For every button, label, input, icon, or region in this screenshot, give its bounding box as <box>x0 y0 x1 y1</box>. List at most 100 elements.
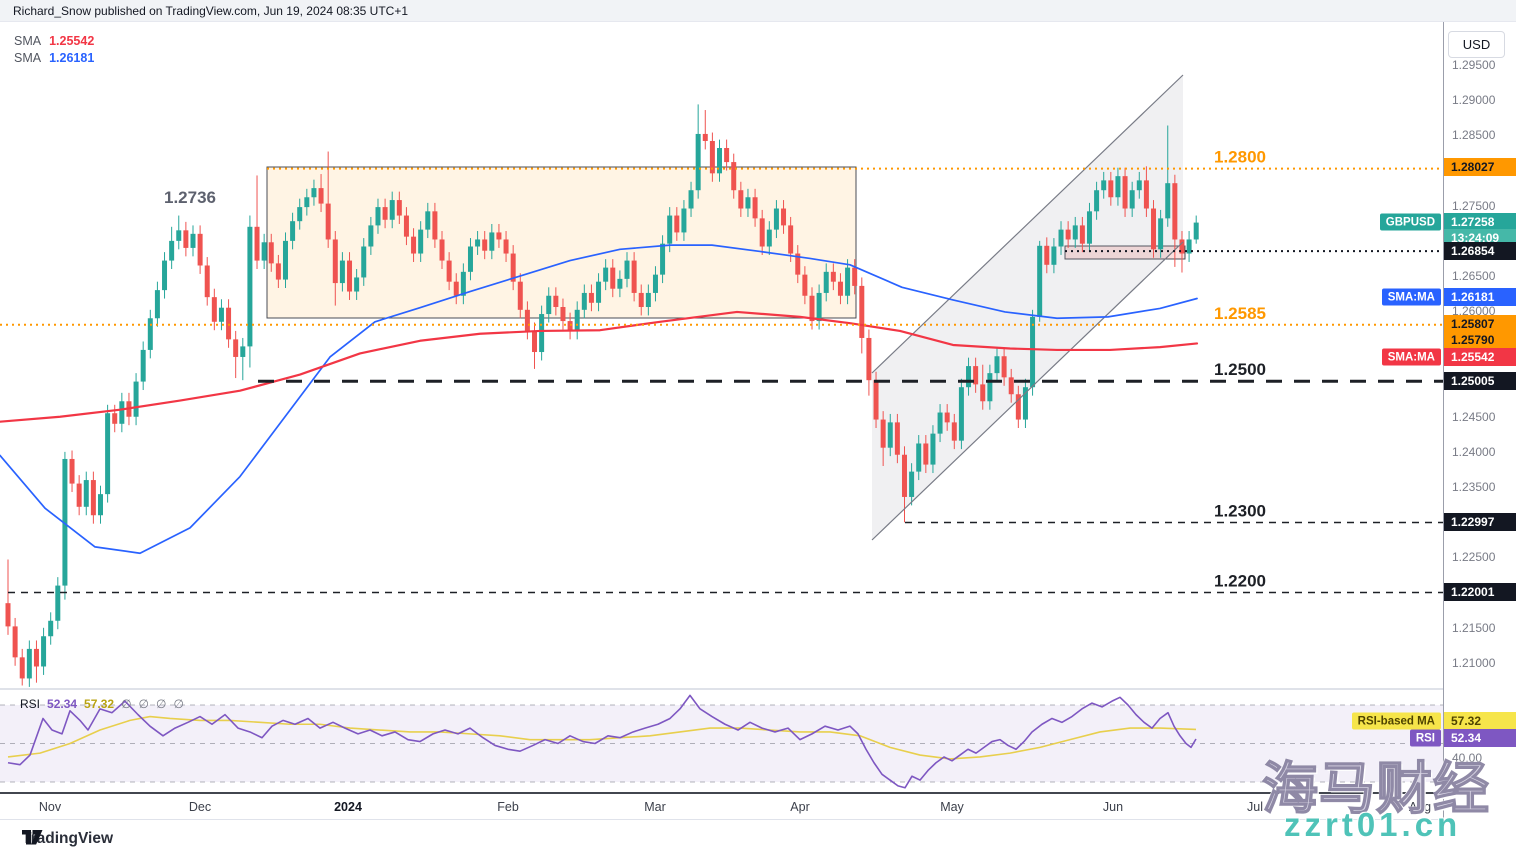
candle-body <box>624 260 630 279</box>
candle-body <box>361 246 367 278</box>
candle-body <box>482 239 488 251</box>
candle-body <box>759 218 765 247</box>
candle-body <box>382 207 388 220</box>
candle-body <box>453 281 459 296</box>
level-label: 1.2585 <box>1214 304 1266 323</box>
candle-body <box>524 309 530 331</box>
candle-body <box>645 292 651 308</box>
sma-slow-legend-row[interactable]: SMA 1.26181 <box>14 50 94 67</box>
candle-body <box>909 471 915 497</box>
candle-body <box>923 443 929 465</box>
rsi-canvas[interactable] <box>0 690 1443 793</box>
candle-body <box>1072 225 1078 240</box>
candle-body <box>1058 229 1064 247</box>
publish-text: Richard_Snow published on TradingView.co… <box>13 4 409 18</box>
candle-body <box>731 162 737 191</box>
candle-series <box>5 104 1199 687</box>
candle-body <box>1015 394 1021 420</box>
currency-toggle-button[interactable]: USD <box>1448 31 1505 58</box>
price-axis[interactable]: USD 1.29500 1.29000 1.28500 1.27500 1.26500 1… <box>1443 22 1516 820</box>
candle-body <box>268 242 274 264</box>
candle-body <box>539 314 545 353</box>
price-axis-value-flag: 1.26854 <box>1444 242 1516 260</box>
time-axis-label: Jun <box>1102 800 1124 814</box>
candle-body <box>617 278 623 289</box>
candle-body <box>97 494 103 516</box>
candle-body <box>83 480 89 507</box>
time-axis[interactable]: Nov Dec 2024 Feb Mar Apr May Jun Jul Aug <box>0 794 1443 820</box>
time-axis-label: Mar <box>644 800 666 814</box>
rsi-empty-slot: ∅ <box>155 697 167 711</box>
pane-separator-bottom[interactable] <box>0 792 1443 794</box>
rsi-legend[interactable]: RSI 52.34 57.32 ∅ ∅ ∅ ∅ <box>20 697 191 711</box>
price-chart-canvas[interactable]: 1.2800 1.2585 1.2500 1.2300 1.2200 1.2736 <box>0 22 1443 688</box>
time-axis-label: Dec <box>188 800 212 814</box>
ascending-channel-fill <box>872 75 1183 540</box>
sma-fast-value: 1.25542 <box>49 34 95 48</box>
price-axis-value-flag: 1.25542 <box>1444 348 1516 366</box>
candle-body <box>980 384 986 402</box>
pane-separator-top[interactable] <box>0 688 1443 690</box>
candle-body <box>674 215 680 233</box>
tradingview-logo-text: TradingView <box>22 830 114 847</box>
candle-body <box>610 267 616 289</box>
candle-body <box>795 253 801 275</box>
candle-body <box>916 443 922 472</box>
tradingview-logo[interactable]: TradingView <box>22 830 113 848</box>
candle-body <box>866 337 872 381</box>
candle-body <box>133 381 139 417</box>
rsi-pane[interactable] <box>0 690 1443 793</box>
candle-body <box>176 230 182 241</box>
candle-body <box>147 318 153 350</box>
candle-body <box>240 346 246 357</box>
candle-body <box>1186 239 1192 254</box>
publish-bar: Richard_Snow published on TradingView.co… <box>0 0 1516 22</box>
candle-body <box>12 626 18 658</box>
candle-body <box>261 242 267 261</box>
rsi-empty-slot: ∅ <box>173 697 184 711</box>
candle-body <box>567 321 573 331</box>
candle-body <box>418 229 424 254</box>
candle-body <box>823 271 829 293</box>
time-axis-label: May <box>940 800 964 814</box>
candle-body <box>830 271 836 282</box>
main-chart-pane[interactable]: 1.2800 1.2585 1.2500 1.2300 1.2200 1.2736 <box>0 22 1443 688</box>
candle-body <box>1094 190 1100 212</box>
candle-body <box>717 148 722 174</box>
candle-body <box>297 207 303 222</box>
level-label: 1.2200 <box>1214 572 1266 591</box>
candle-body <box>638 292 644 308</box>
price-tick-label: 1.21500 <box>1452 620 1496 635</box>
candle-body <box>937 412 943 434</box>
price-tick-label: 1.24500 <box>1452 409 1496 424</box>
candle-body <box>162 260 168 291</box>
candle-body <box>218 307 224 322</box>
candle-body <box>233 339 239 357</box>
consolidation-zone-box <box>266 166 857 319</box>
rsi-value: 52.34 <box>47 697 78 711</box>
price-tick-label: 1.29500 <box>1452 58 1496 72</box>
candle-body <box>446 260 452 282</box>
price-axis-value-flag: 1.25790 <box>1444 331 1516 349</box>
sma-fast-legend-row[interactable]: SMA 1.25542 <box>14 33 94 50</box>
price-axis-value-flag: 1.27258 <box>1444 213 1516 231</box>
candle-body <box>894 422 900 455</box>
candle-body <box>1022 387 1028 420</box>
candle-body <box>1136 180 1142 191</box>
candle-body <box>311 188 317 198</box>
candle-body <box>460 271 466 296</box>
price-annotation: 1.2736 <box>164 188 216 207</box>
price-axis-value-flag: 1.25807 <box>1444 315 1516 333</box>
candle-body <box>403 215 409 237</box>
candle-body <box>140 349 146 382</box>
candle-body <box>154 290 160 319</box>
candle-body <box>275 263 281 280</box>
candle-body <box>532 330 538 353</box>
time-axis-label: Nov <box>38 800 62 814</box>
candle-body <box>375 207 381 226</box>
sma-slow-value: 1.26181 <box>49 51 95 65</box>
candle-body <box>1001 356 1007 378</box>
candle-body <box>1115 176 1121 198</box>
rsi-line <box>7 694 1197 789</box>
candle-body <box>1158 218 1164 250</box>
